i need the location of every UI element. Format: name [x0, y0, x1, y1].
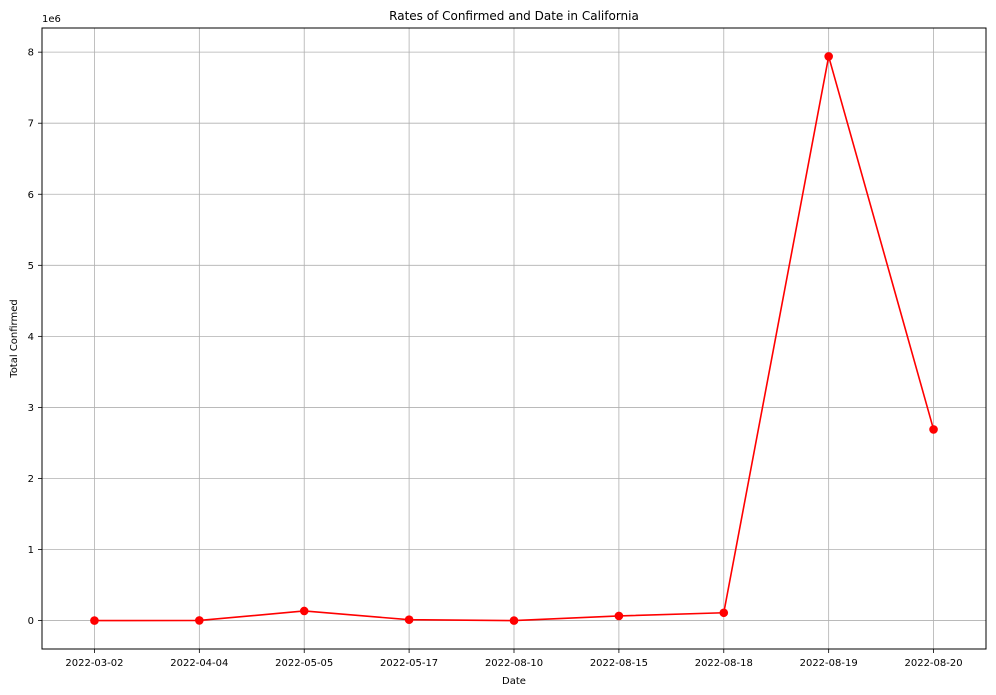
- x-tick-label: 2022-08-10: [485, 658, 543, 669]
- y-tick-label: 4: [28, 332, 34, 343]
- x-tick-label: 2022-03-02: [65, 658, 123, 669]
- data-point: [404, 615, 414, 625]
- data-point: [614, 611, 624, 621]
- y-offset-label: 1e6: [42, 14, 61, 25]
- y-tick-label: 2: [28, 474, 34, 485]
- grid: [42, 28, 986, 649]
- x-tick-label: 2022-05-17: [380, 658, 438, 669]
- markers: [90, 52, 938, 625]
- y-tick-label: 0: [28, 616, 34, 627]
- data-point: [719, 608, 729, 618]
- y-tick-label: 1: [28, 545, 34, 556]
- data-point: [509, 616, 519, 625]
- y-tick-label: 8: [28, 48, 34, 59]
- y-tick-label: 3: [28, 403, 34, 414]
- y-tick-label: 6: [28, 190, 34, 201]
- x-tick-label: 2022-05-05: [275, 658, 333, 669]
- x-tick-label: 2022-08-18: [695, 658, 753, 669]
- data-point: [299, 606, 309, 616]
- y-tick-label: 7: [28, 119, 34, 130]
- ticks: 2022-03-02 2022-04-04 2022-05-05 2022-05-17…: [28, 48, 963, 669]
- x-tick-label: 2022-08-20: [904, 658, 962, 669]
- x-tick-label: 2022-08-15: [590, 658, 648, 669]
- data-point: [929, 425, 938, 434]
- y-axis-label: Total Confirmed: [9, 299, 20, 378]
- data-point: [824, 52, 833, 61]
- y-tick-label: 5: [28, 261, 34, 272]
- x-tick-label: 2022-08-19: [800, 658, 858, 669]
- data-point: [90, 616, 99, 625]
- chart-title: Rates of Confirmed and Date in Californi…: [389, 9, 639, 23]
- x-tick-label: 2022-04-04: [170, 658, 228, 669]
- data-point: [195, 616, 204, 625]
- x-axis-label: Date: [502, 676, 526, 687]
